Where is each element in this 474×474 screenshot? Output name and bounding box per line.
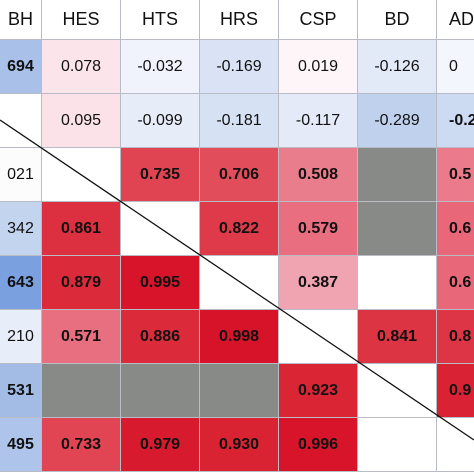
table-cell: [121, 202, 200, 256]
table-cell: 0.996: [279, 418, 358, 472]
table-cell: [121, 364, 200, 418]
table-cell: 0.822: [200, 202, 279, 256]
table-cell: 0.998: [200, 310, 279, 364]
column-header: AD: [437, 0, 474, 40]
table-cell: [200, 256, 279, 310]
table-cell: -0.289: [358, 94, 437, 148]
table-cell: 694: [0, 40, 42, 94]
table-cell: 0.886: [121, 310, 200, 364]
table-cell: [200, 364, 279, 418]
table-cell: 0.930: [200, 418, 279, 472]
table-cell: 0.706: [200, 148, 279, 202]
table-cell: 0.579: [279, 202, 358, 256]
table-cell: 0.841: [358, 310, 437, 364]
table-cell: [437, 418, 474, 472]
table-cell: 643: [0, 256, 42, 310]
table-cell: 0.879: [42, 256, 121, 310]
table-cell: [358, 148, 437, 202]
column-header: HTS: [121, 0, 200, 40]
table-cell: [358, 256, 437, 310]
table-cell: -0.117: [279, 94, 358, 148]
table-cell: 0.979: [121, 418, 200, 472]
table-cell: 0.6: [437, 202, 474, 256]
table-cell: 0.735: [121, 148, 200, 202]
table-cell: 495: [0, 418, 42, 472]
table-cell: -0.2: [437, 94, 474, 148]
table-cell: [358, 418, 437, 472]
table-cell: 0.5: [437, 148, 474, 202]
column-header: BD: [358, 0, 437, 40]
table-cell: 210: [0, 310, 42, 364]
table-cell: 0.8: [437, 310, 474, 364]
table-cell: [42, 148, 121, 202]
table-cell: 0.095: [42, 94, 121, 148]
column-header: HES: [42, 0, 121, 40]
table-cell: 0.387: [279, 256, 358, 310]
column-header: CSP: [279, 0, 358, 40]
table-cell: -0.181: [200, 94, 279, 148]
table-cell: 0.078: [42, 40, 121, 94]
table-cell: 0.9: [437, 364, 474, 418]
table-cell: 0.861: [42, 202, 121, 256]
table-cell: 0.733: [42, 418, 121, 472]
table-cell: 021: [0, 148, 42, 202]
table-cell: -0.169: [200, 40, 279, 94]
table-cell: [358, 364, 437, 418]
table-cell: 0.923: [279, 364, 358, 418]
table-cell: -0.099: [121, 94, 200, 148]
table-cell: 0.6: [437, 256, 474, 310]
table-cell: -0.032: [121, 40, 200, 94]
column-header: HRS: [200, 0, 279, 40]
table-cell: 0.508: [279, 148, 358, 202]
column-header: BH: [0, 0, 42, 40]
table-cell: 0.571: [42, 310, 121, 364]
table-cell: 0.019: [279, 40, 358, 94]
table-cell: [0, 94, 42, 148]
table-cell: [358, 202, 437, 256]
table-cell: 0.995: [121, 256, 200, 310]
table-cell: 531: [0, 364, 42, 418]
table-cell: -0.126: [358, 40, 437, 94]
table-cell: [279, 310, 358, 364]
table-cell: [42, 364, 121, 418]
table-cell: 342: [0, 202, 42, 256]
table-cell: 0: [437, 40, 474, 94]
